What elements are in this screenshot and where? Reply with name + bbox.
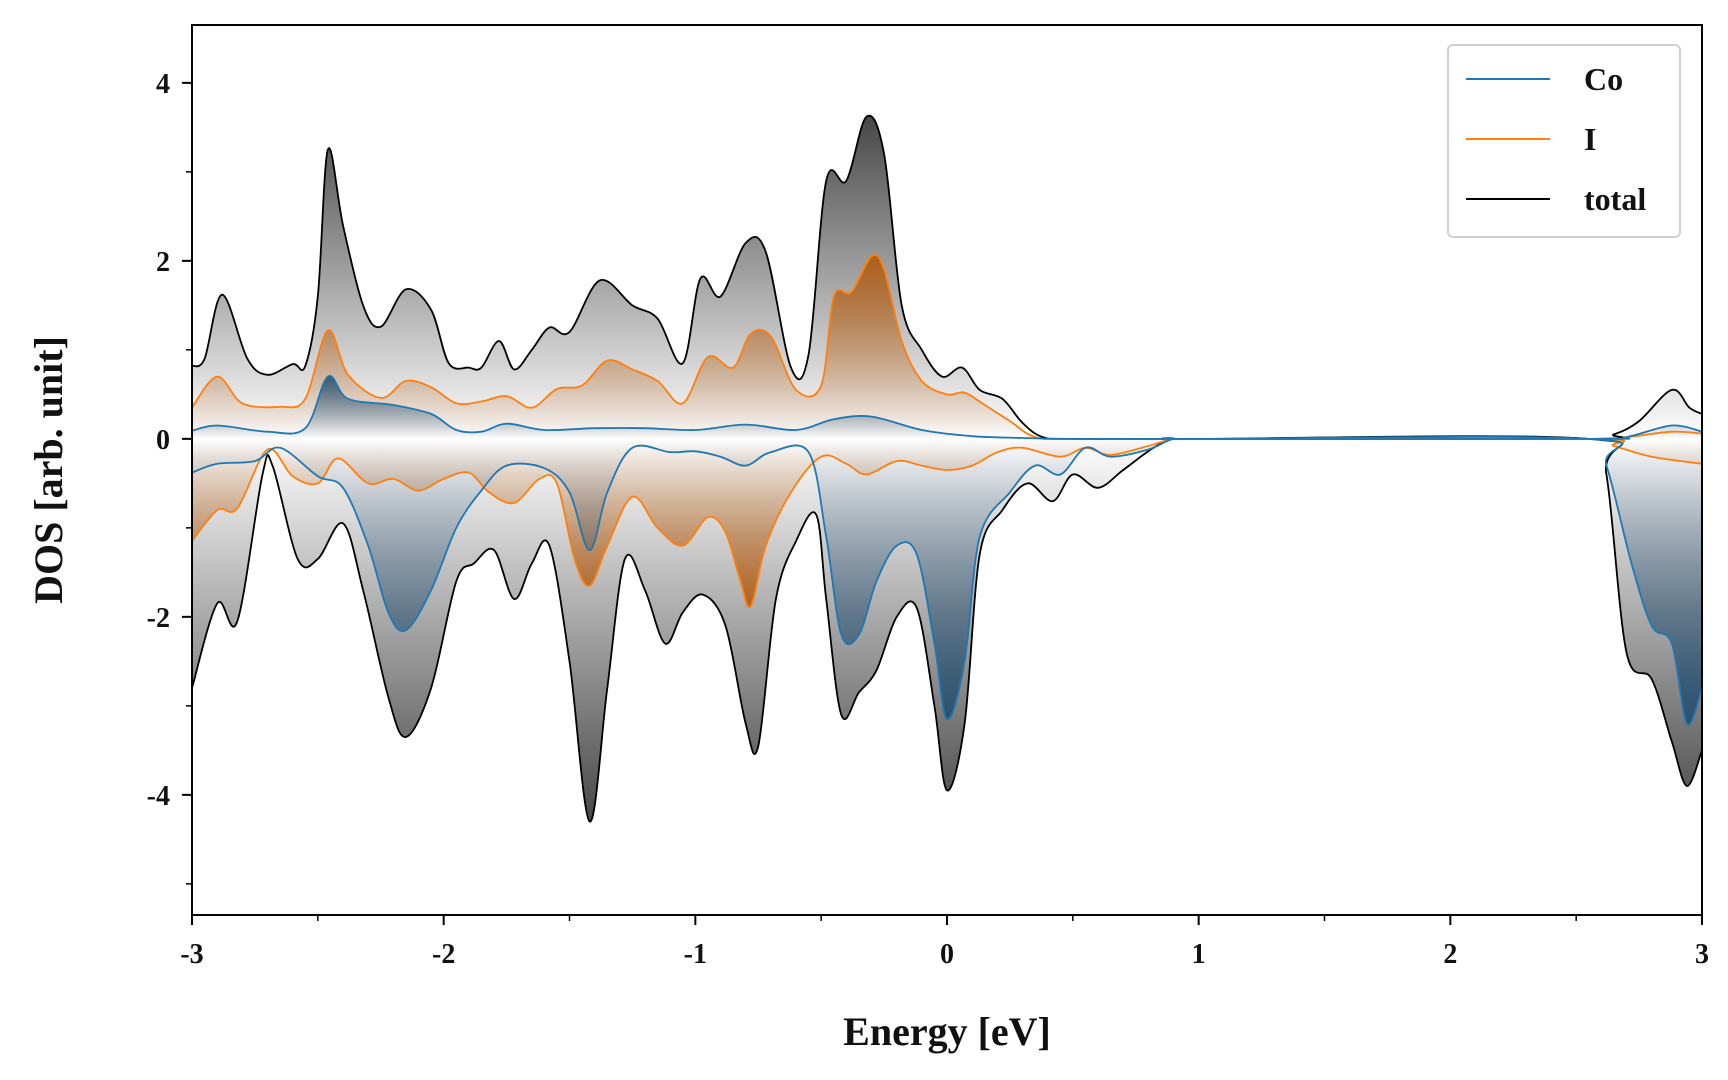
fill-co-down bbox=[192, 436, 1702, 725]
x-tick-label: -3 bbox=[180, 939, 203, 970]
fill-total-up bbox=[192, 115, 1702, 440]
legend-label-co: Co bbox=[1584, 61, 1623, 97]
legend-label-i: I bbox=[1584, 121, 1596, 157]
fill-i-up bbox=[192, 254, 1702, 439]
line-i-down bbox=[191, 437, 1703, 609]
legend-label-total: total bbox=[1584, 181, 1646, 217]
series-lines bbox=[191, 114, 1703, 823]
y-tick-label: -2 bbox=[147, 603, 170, 634]
x-tick-label: 3 bbox=[1695, 939, 1709, 970]
x-tick-label: 2 bbox=[1443, 939, 1457, 970]
legend-box bbox=[1447, 44, 1681, 238]
line-co-up bbox=[191, 375, 1703, 440]
y-tick-label: -4 bbox=[147, 781, 170, 812]
series-fills bbox=[192, 115, 1702, 822]
line-co-down bbox=[191, 436, 1703, 726]
x-tick-label: -1 bbox=[684, 939, 707, 970]
x-tick-label: 0 bbox=[940, 939, 954, 970]
x-tick-label: -2 bbox=[432, 939, 455, 970]
y-tick-label: 0 bbox=[156, 425, 170, 456]
y-axis-label: DOS [arb. unit] bbox=[26, 336, 71, 604]
x-axis-label: Energy [eV] bbox=[843, 1009, 1051, 1054]
y-tick-label: 2 bbox=[156, 247, 170, 278]
axis-ticks: -3 -2 -1 0 1 2 3 -4 -2 0 2 4 bbox=[147, 69, 1709, 970]
fill-co-up bbox=[192, 375, 1702, 439]
y-tick-label: 4 bbox=[156, 69, 170, 100]
x-tick-label: 1 bbox=[1192, 939, 1206, 970]
